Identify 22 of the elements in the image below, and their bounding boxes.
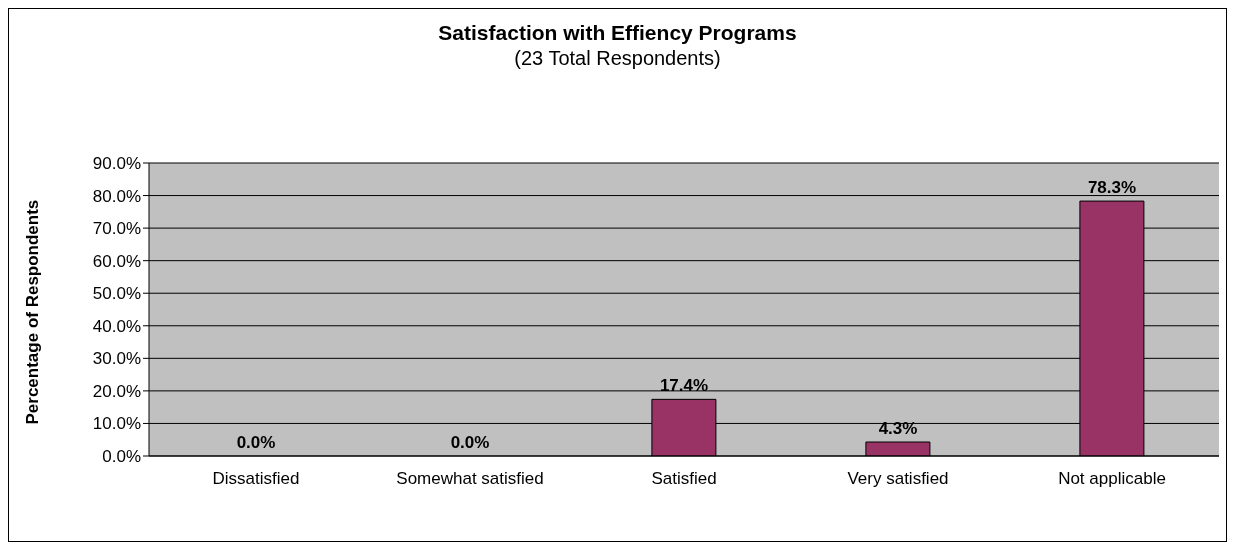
data-label: 78.3% bbox=[1087, 178, 1137, 198]
y-tick-label: 30.0% bbox=[92, 349, 141, 369]
y-axis-title: Percentage of Respondents bbox=[23, 199, 43, 425]
y-tick-label: 70.0% bbox=[92, 219, 141, 239]
data-label: 0.0% bbox=[236, 433, 276, 452]
x-tick-label: Somewhat satisfied bbox=[396, 469, 544, 489]
y-tick-label: 60.0% bbox=[92, 251, 141, 271]
data-label: 4.3% bbox=[878, 419, 918, 438]
data-label: 0.0% bbox=[450, 433, 490, 452]
x-tick-label: Satisfied bbox=[651, 469, 717, 489]
y-tick-label: 40.0% bbox=[92, 316, 141, 336]
chart-subtitle: (23 Total Respondents) bbox=[513, 47, 722, 70]
y-tick-label: 80.0% bbox=[92, 186, 141, 206]
y-tick-label: 20.0% bbox=[92, 381, 141, 401]
chart-title: Satisfaction with Effiency Programs bbox=[437, 21, 798, 45]
y-tick-label: 10.0% bbox=[92, 414, 141, 434]
x-tick-label: Very satisfied bbox=[847, 469, 949, 489]
x-tick-label: Not applicable bbox=[1058, 469, 1166, 489]
y-tick-label: 0.0% bbox=[102, 447, 141, 467]
y-tick-label: 90.0% bbox=[92, 154, 141, 174]
x-tick-label: Dissatisfied bbox=[212, 469, 300, 489]
y-tick-label: 50.0% bbox=[92, 284, 141, 304]
